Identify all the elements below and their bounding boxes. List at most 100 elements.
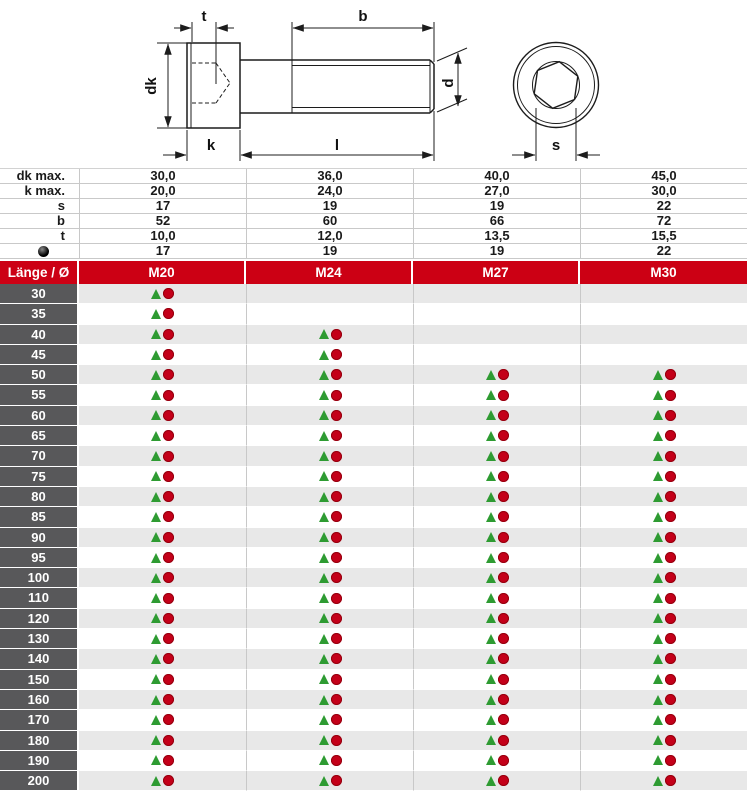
green-triangle-icon [652, 552, 663, 563]
red-circle-icon [330, 369, 342, 381]
red-circle-icon [497, 450, 509, 462]
availability-cell [580, 507, 747, 528]
table-row: 70 [0, 446, 747, 467]
length-cell: 45 [0, 344, 79, 366]
red-circle-icon [163, 633, 174, 645]
screw-side-view [186, 42, 435, 129]
spec-value: 13,5 [413, 229, 580, 243]
red-circle-icon [664, 673, 676, 685]
red-circle-icon [664, 531, 676, 543]
green-triangle-icon [151, 552, 161, 563]
green-triangle-icon [485, 410, 496, 421]
availability-cell [79, 304, 246, 325]
green-triangle-icon [151, 308, 161, 319]
red-circle-icon [163, 673, 174, 685]
spec-value: 20,0 [79, 184, 246, 198]
green-triangle-icon [318, 714, 329, 725]
availability-cell [580, 304, 747, 325]
table-row: 50 [0, 365, 747, 386]
length-cell: 40 [0, 324, 79, 345]
green-triangle-icon [485, 735, 496, 746]
green-triangle-icon [318, 735, 329, 746]
availability-cell [580, 486, 747, 508]
length-cell: 200 [0, 771, 79, 791]
availability-cell [413, 629, 580, 650]
red-circle-icon [664, 612, 676, 624]
green-triangle-icon [485, 755, 496, 766]
spec-value: 30,0 [580, 184, 747, 198]
red-circle-icon [497, 673, 509, 685]
availability-cell [413, 426, 580, 447]
table-row: 90 [0, 527, 747, 548]
red-circle-icon [664, 409, 676, 421]
green-triangle-icon [652, 613, 663, 624]
spec-value: 10,0 [79, 229, 246, 243]
red-circle-icon [497, 511, 509, 523]
spec-value: 72 [580, 214, 747, 228]
green-triangle-icon [485, 451, 496, 462]
red-circle-icon [330, 673, 342, 685]
red-circle-icon [497, 633, 509, 645]
availability-cell [246, 588, 413, 609]
green-triangle-icon [652, 755, 663, 766]
availability-cell [79, 365, 246, 386]
green-triangle-icon [318, 552, 329, 563]
green-triangle-icon [485, 511, 496, 522]
availability-cell [79, 406, 246, 427]
availability-cell [580, 344, 747, 366]
green-triangle-icon [485, 694, 496, 705]
length-cell: 190 [0, 750, 79, 772]
green-triangle-icon [151, 755, 161, 766]
red-circle-icon [163, 592, 174, 604]
length-cell: 90 [0, 527, 79, 548]
hex-socket-outline [533, 60, 579, 110]
availability-cell [246, 710, 413, 731]
dim-label-s: s [552, 137, 560, 154]
length-cell: 80 [0, 486, 79, 508]
spec-value: 27,0 [413, 184, 580, 198]
red-circle-icon [163, 653, 174, 665]
green-triangle-icon [151, 349, 161, 360]
thread-lines [292, 60, 431, 113]
availability-cell [246, 771, 413, 791]
availability-cell [413, 486, 580, 508]
availability-cell [79, 568, 246, 589]
length-cell: 85 [0, 507, 79, 528]
availability-table: 30 35 40 45 50 55 60 65 70 75 80 85 90 95 100 110 120 130… [0, 284, 747, 791]
availability-cell [580, 426, 747, 447]
red-circle-icon [497, 694, 509, 706]
availability-cell [413, 547, 580, 569]
availability-cell [246, 304, 413, 325]
green-triangle-icon [318, 633, 329, 644]
green-triangle-icon [151, 775, 161, 786]
dimension-spec-table: dk max. 30,0 36,0 40,0 45,0 k max. 20,0 24,0 27,… [0, 168, 747, 259]
red-circle-icon [163, 754, 174, 766]
availability-cell [79, 710, 246, 731]
availability-cell [79, 690, 246, 711]
green-triangle-icon [652, 491, 663, 502]
availability-cell [79, 345, 246, 366]
green-triangle-icon [318, 572, 329, 583]
red-circle-icon [664, 470, 676, 482]
green-triangle-icon [485, 572, 496, 583]
green-triangle-icon [652, 714, 663, 725]
availability-cell [246, 547, 413, 569]
availability-cell [79, 467, 246, 487]
availability-cell [580, 608, 747, 630]
green-triangle-icon [318, 410, 329, 421]
red-circle-icon [330, 511, 342, 523]
red-circle-icon [330, 349, 342, 361]
availability-cell [413, 730, 580, 751]
green-triangle-icon [151, 369, 161, 380]
spec-value: 36,0 [246, 169, 413, 183]
red-circle-icon [497, 491, 509, 503]
table-row: 110 [0, 588, 747, 609]
availability-cell [79, 446, 246, 467]
red-circle-icon [664, 491, 676, 503]
red-circle-icon [664, 389, 676, 401]
spec-value: 19 [246, 199, 413, 213]
dim-label-k: k [207, 137, 216, 154]
red-circle-icon [330, 775, 342, 787]
length-cell: 95 [0, 547, 79, 569]
